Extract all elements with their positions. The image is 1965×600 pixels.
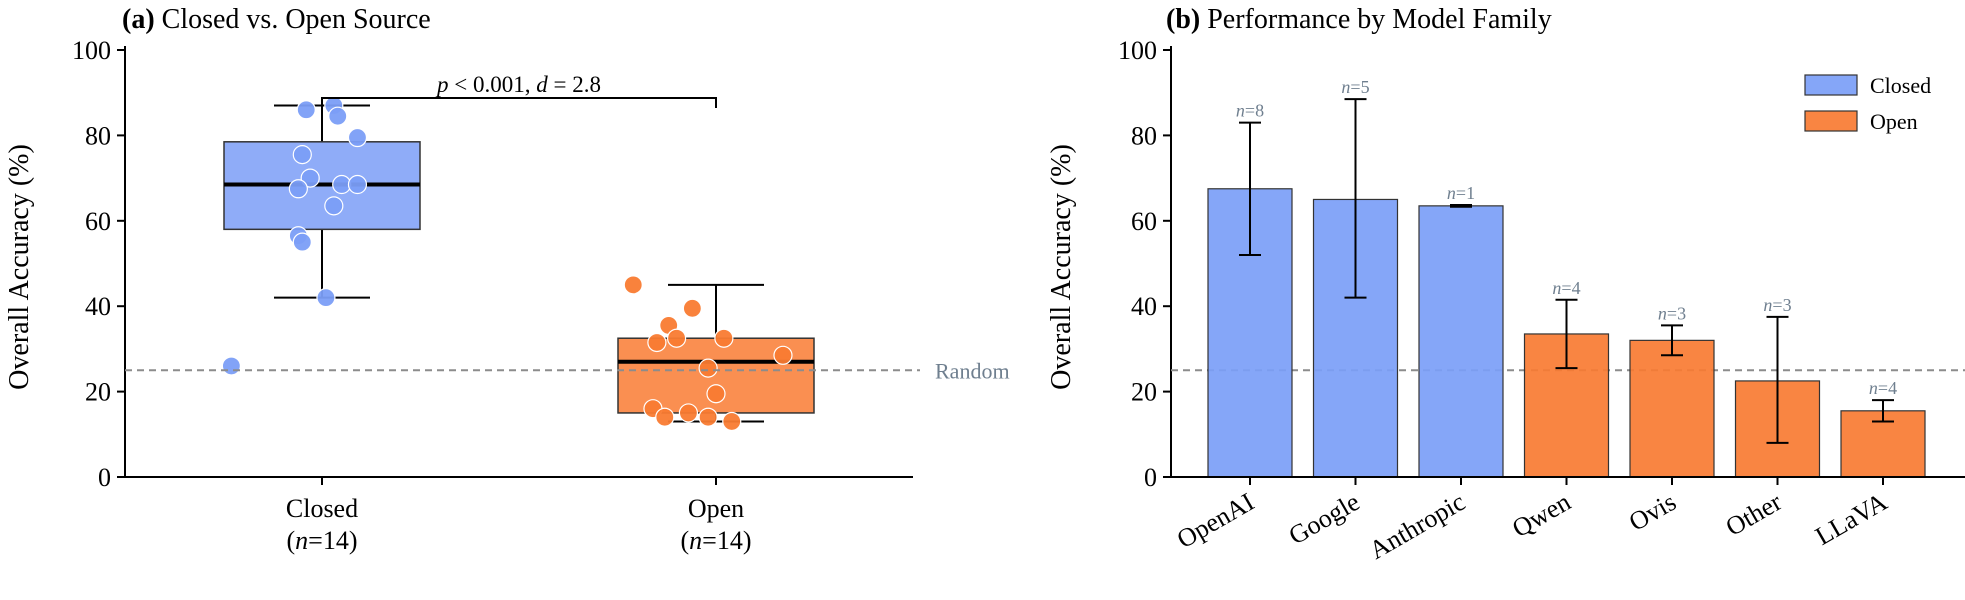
panel-a-y-axis: 0 20 40 60 80 100	[72, 36, 126, 492]
legend-swatch-closed	[1804, 74, 1858, 96]
data-point-open	[722, 411, 742, 432]
data-point-open	[773, 345, 793, 365]
panel-b-legend: Closed Open	[1804, 73, 1931, 134]
legend-swatch-open	[1804, 110, 1858, 132]
y-tick-label: 20	[1131, 378, 1157, 407]
random-baseline-label: Random	[935, 358, 1010, 383]
panel-b-model-family: (b) Performance by Model Family Overall …	[1046, 4, 1965, 565]
data-point-open	[682, 298, 702, 318]
x-tick-label: Ovis	[1624, 487, 1681, 537]
data-point-open	[698, 407, 718, 427]
x-tick-label: Open	[688, 494, 744, 523]
data-point-closed	[221, 356, 241, 376]
data-point-open	[623, 275, 643, 295]
x-tick-count-label: (n=14)	[681, 526, 752, 555]
x-tick-count-label: (n=14)	[287, 526, 358, 555]
x-tick-label: Qwen	[1507, 487, 1575, 543]
significance-bracket	[321, 97, 717, 108]
y-tick-label: 40	[1131, 292, 1157, 321]
data-point-open	[647, 332, 667, 353]
x-tick-label: LLaVA	[1810, 487, 1892, 551]
data-point-open	[706, 384, 726, 404]
y-tick-label: 60	[1131, 207, 1157, 236]
y-tick-label: 80	[85, 121, 111, 150]
data-point-closed	[292, 145, 312, 165]
panel-a-y-axis-label: Overall Accuracy (%)	[4, 144, 35, 390]
bar-anthropic	[1418, 205, 1504, 478]
data-point-open	[678, 403, 699, 423]
data-point-closed	[347, 174, 368, 195]
count-label: n=4	[1552, 278, 1580, 298]
data-point-closed	[324, 196, 344, 216]
panel-b-error-bars	[1239, 98, 1894, 444]
significance-label: p < 0.001, d = 2.8	[435, 72, 601, 97]
data-point-closed	[328, 106, 348, 126]
data-point-open	[666, 328, 687, 348]
panel-b-y-axis-label: Overall Accuracy (%)	[1046, 144, 1077, 390]
data-point-open	[714, 328, 734, 348]
y-tick-label: 40	[85, 292, 111, 321]
data-point-closed	[347, 127, 368, 148]
panel-a-random-baseline: Random	[125, 358, 1010, 383]
legend-label-closed: Closed	[1870, 73, 1931, 98]
x-tick-label: Google	[1284, 487, 1365, 550]
panel-a-data-points	[221, 95, 793, 432]
y-tick-label: 100	[72, 36, 111, 65]
data-point-closed	[316, 288, 336, 308]
data-point-closed	[296, 100, 316, 120]
count-label: n=3	[1763, 295, 1791, 315]
count-label: n=8	[1236, 101, 1264, 121]
panel-a-closed-vs-open: (a) Closed vs. Open Source Overall Accur…	[4, 4, 1010, 555]
count-label: n=3	[1658, 303, 1686, 323]
panel-b-title: (b) Performance by Model Family	[1166, 4, 1552, 35]
x-tick-label: Other	[1721, 487, 1787, 542]
panel-a-x-axis: Closed (n=14) Open (n=14)	[125, 476, 913, 555]
y-tick-label: 100	[1118, 36, 1157, 65]
panel-b-count-labels: n=8 n=5 n=1 n=4 n=3 n=3 n=4	[1236, 77, 1897, 398]
panel-b-label: (b)	[1166, 4, 1200, 35]
count-label: n=4	[1869, 378, 1897, 398]
y-tick-label: 60	[85, 207, 111, 236]
panel-b-y-axis: 0 20 40 60 80 100	[1118, 36, 1172, 492]
panel-a-title-text: Closed vs. Open Source	[162, 4, 431, 35]
y-tick-label: 0	[98, 463, 111, 492]
panel-a-title: (a) Closed vs. Open Source	[122, 4, 431, 35]
y-tick-label: 80	[1131, 121, 1157, 150]
panel-b-x-axis: OpenAI Google Anthropic Qwen Ovis Other LLaVA	[1171, 476, 1965, 565]
data-point-closed	[288, 179, 308, 199]
x-tick-label: OpenAI	[1172, 487, 1259, 554]
x-tick-label: Anthropic	[1364, 487, 1470, 565]
panel-a-label: (a)	[122, 4, 155, 35]
x-tick-label: Closed	[286, 494, 358, 523]
bar-ovis	[1629, 339, 1715, 478]
data-point-open	[698, 358, 718, 378]
count-label: n=1	[1447, 183, 1475, 203]
legend-label-open: Open	[1870, 109, 1918, 134]
count-label: n=5	[1341, 77, 1369, 97]
panel-b-title-text: Performance by Model Family	[1207, 4, 1551, 35]
data-point-open	[655, 407, 675, 427]
data-point-closed	[292, 232, 312, 252]
panel-a-boxplots	[223, 104, 815, 423]
y-tick-label: 20	[85, 378, 111, 407]
panel-a-significance-bracket: p < 0.001, d = 2.8	[321, 72, 717, 108]
panel-b-bars	[1207, 188, 1926, 478]
y-tick-label: 0	[1144, 463, 1157, 492]
